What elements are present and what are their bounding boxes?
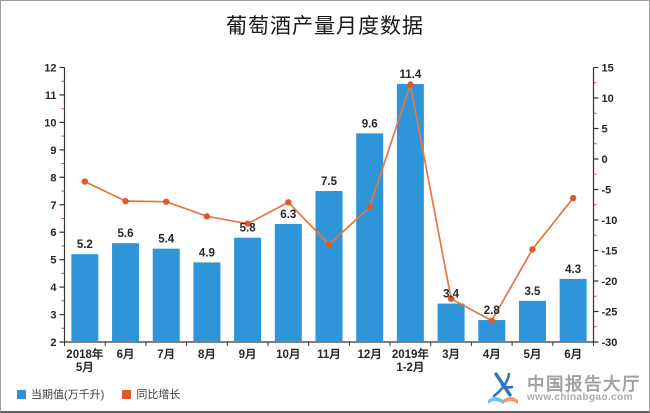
- x-axis-label: 11月: [317, 348, 341, 361]
- data-point-marker: [122, 197, 129, 205]
- left-axis-tick-label: 8: [50, 172, 56, 184]
- legend-item-current-value: 当期值(万千升): [17, 386, 104, 402]
- bar-value-label: 5.6: [118, 228, 134, 240]
- right-axis-tick-label: -25: [602, 307, 618, 319]
- left-axis-tick-label: 12: [44, 63, 56, 75]
- x-axis-label: 3月: [442, 348, 460, 361]
- left-axis-tick-label: 11: [45, 90, 57, 102]
- watermark-brand-link[interactable]: 中国报告大厅 www.chinabgao.com: [484, 371, 641, 407]
- x-axis-label: 7月: [157, 348, 175, 361]
- bar-value-label: 5.8: [240, 223, 257, 235]
- legend-swatch-line: [122, 389, 132, 399]
- bar-value-label: 6.3: [280, 209, 296, 221]
- bar-value-label: 5.2: [77, 239, 93, 251]
- legend-label-current-value: 当期值(万千升): [31, 389, 105, 401]
- left-axis-tick-label: 2: [50, 337, 56, 349]
- bar-value-label: 2.8: [484, 305, 501, 317]
- bar: [234, 237, 262, 342]
- left-axis-tick-label: 6: [50, 227, 56, 239]
- data-point-marker: [366, 203, 373, 211]
- bar: [274, 223, 302, 342]
- bar-value-label: 3.4: [443, 289, 460, 301]
- brand-name: 中国报告大厅: [527, 373, 641, 394]
- bar-value-label: 11.4: [400, 69, 422, 81]
- bar-value-label: 4.9: [199, 247, 215, 259]
- x-axis-label: 8月: [198, 348, 216, 361]
- chart-plot: 2 3 4 5 6 7 8 9 10 11 12 -30 -25 -20 -15 -10 -5 0 5 10 15 201…: [44, 63, 618, 375]
- left-axis-tick-label: 4: [50, 282, 57, 294]
- x-axis-label: 12月: [358, 348, 382, 361]
- x-axis-label: 6月: [117, 348, 135, 361]
- left-axis-tick-label: 10: [44, 117, 56, 129]
- right-axis-tick-label: -20: [602, 276, 618, 288]
- bar-value-label: 4.3: [565, 264, 581, 276]
- right-axis-tick-label: 0: [602, 154, 608, 166]
- data-point-marker: [447, 295, 455, 302]
- data-point-marker: [407, 81, 414, 88]
- left-axis-tick-label: 5: [50, 255, 56, 267]
- left-axis-tick-label: 7: [50, 200, 56, 212]
- bar: [193, 262, 221, 342]
- legend-label-yoy-growth: 同比增长: [136, 389, 181, 401]
- data-point-marker: [488, 317, 495, 324]
- legend-swatch-bar: [17, 389, 26, 399]
- data-point-marker: [285, 199, 292, 206]
- x-axis-label: 5月: [524, 348, 542, 361]
- bar: [518, 300, 546, 342]
- x-axis-label: 6月: [564, 348, 582, 361]
- bar: [478, 320, 506, 342]
- right-axis-tick-label: 10: [602, 93, 614, 105]
- data-point-marker: [163, 198, 170, 205]
- data-point-marker: [569, 194, 577, 202]
- right-axis-tick-label: -10: [602, 215, 618, 227]
- x-axis-label: 2019年 1-2月: [392, 347, 430, 374]
- bar: [356, 133, 384, 342]
- left-axis-tick-label: 3: [50, 310, 56, 322]
- bar: [152, 248, 180, 342]
- legend-item-yoy-growth: 同比增长: [122, 386, 180, 402]
- right-axis-tick-label: -5: [602, 185, 612, 197]
- chinabgao-logo-icon: [488, 372, 518, 404]
- x-axis-label: 10月: [276, 348, 300, 361]
- bar: [315, 191, 343, 342]
- right-axis-tick-label: 15: [602, 63, 614, 75]
- bar: [71, 254, 99, 342]
- bar: [437, 303, 465, 342]
- data-point-marker: [203, 213, 211, 220]
- x-axis-label: 2018年 5月: [66, 347, 104, 374]
- right-axis-tick-label: 5: [602, 124, 608, 136]
- right-axis-tick-label: -15: [602, 246, 618, 258]
- left-axis-tick-label: 9: [50, 145, 56, 157]
- brand-url: www.chinabgao.com: [527, 391, 633, 403]
- data-point-marker: [325, 241, 333, 248]
- bar-value-label: 9.6: [362, 118, 378, 130]
- data-point-marker: [244, 220, 251, 227]
- x-axis-label: 9月: [239, 348, 257, 361]
- data-point-marker: [81, 178, 89, 185]
- x-axis-label: 4月: [483, 348, 501, 361]
- bar: [112, 243, 140, 342]
- bar: [559, 278, 587, 342]
- bar: [396, 83, 424, 342]
- legend: 当期值(万千升) 同比增长: [17, 386, 180, 402]
- right-axis-tick-label: -30: [602, 337, 618, 349]
- bar-value-label: 5.4: [158, 234, 175, 246]
- bar-value-label: 7.5: [321, 176, 338, 188]
- data-point-marker: [529, 246, 536, 253]
- bar-value-label: 3.5: [524, 286, 541, 298]
- chart-title: 葡萄酒产量月度数据: [226, 15, 424, 38]
